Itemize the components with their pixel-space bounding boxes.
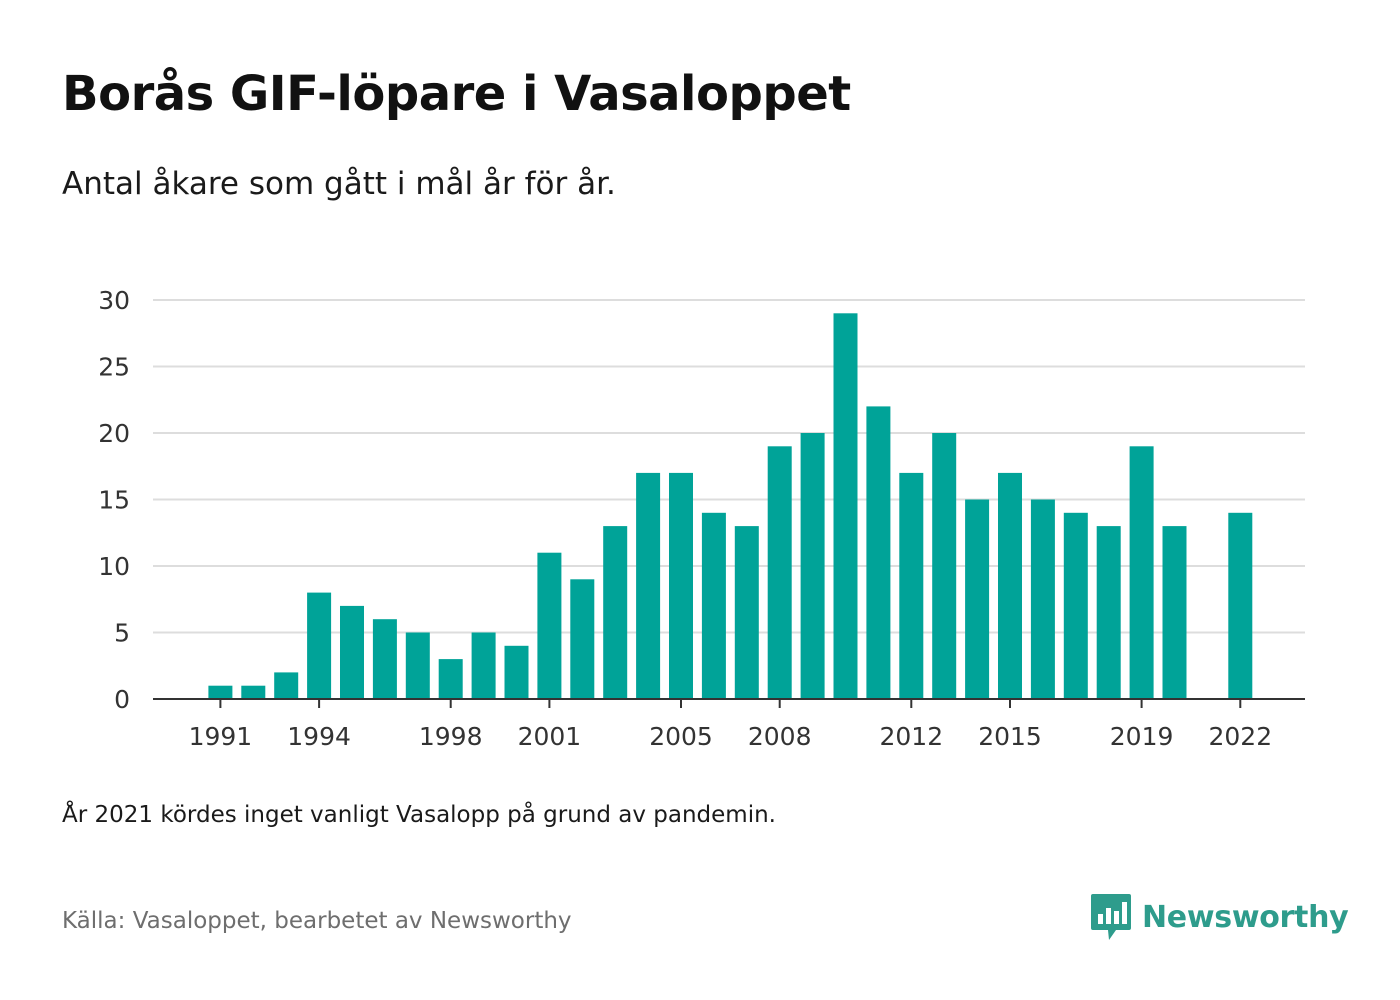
bar-1995 xyxy=(340,605,364,699)
y-tick-label: 0 xyxy=(114,685,130,714)
x-tick-label: 2008 xyxy=(748,722,812,751)
bar-2004 xyxy=(636,472,661,699)
bar-2007 xyxy=(734,526,759,699)
bar-2015 xyxy=(998,472,1022,699)
y-tick-label: 20 xyxy=(98,419,130,448)
y-tick-label: 5 xyxy=(114,619,130,648)
newsworthy-logo-icon xyxy=(1091,894,1131,940)
bar-2010 xyxy=(833,313,858,699)
bar-1999 xyxy=(471,632,496,699)
bar-2012 xyxy=(899,472,924,699)
x-tick-label: 2012 xyxy=(879,722,943,751)
bar-2003 xyxy=(603,526,628,699)
bar-2017 xyxy=(1063,512,1088,699)
x-tick-label: 1994 xyxy=(287,722,351,751)
x-tick-label: 2001 xyxy=(518,722,582,751)
y-tick-label: 30 xyxy=(98,286,130,315)
bar-1997 xyxy=(405,632,430,699)
bar-1998 xyxy=(438,659,463,699)
bar-2020 xyxy=(1162,526,1187,699)
bar-2013 xyxy=(932,433,957,699)
x-tick-label: 1998 xyxy=(419,722,483,751)
bar-1994 xyxy=(307,592,332,699)
bar-2018 xyxy=(1096,526,1121,699)
x-tick-label: 2022 xyxy=(1208,722,1272,751)
bar-2019 xyxy=(1129,446,1154,699)
y-tick-label: 15 xyxy=(98,486,130,515)
bar-1993 xyxy=(274,672,299,699)
chart-title: Borås GIF-löpare i Vasaloppet xyxy=(62,66,851,122)
brand-name: Newsworthy xyxy=(1142,899,1349,935)
bar-1991 xyxy=(208,685,233,699)
bar-2000 xyxy=(504,645,529,699)
bar-2008 xyxy=(767,446,792,699)
y-tick-label: 25 xyxy=(98,353,130,382)
bar-1992 xyxy=(241,685,266,699)
chart-note: År 2021 kördes inget vanligt Vasalopp på… xyxy=(62,802,776,828)
chart-subtitle: Antal åkare som gått i mål år för år. xyxy=(62,166,616,202)
bar-2002 xyxy=(570,579,595,699)
x-tick-label: 2019 xyxy=(1110,722,1174,751)
bar-2005 xyxy=(669,472,693,699)
bar-2011 xyxy=(866,406,891,699)
bar-2022 xyxy=(1228,512,1253,699)
axes: 0 5 10 15 20 25 30 1991 1994 1998 2001 2005 2008 2012… xyxy=(98,286,1305,751)
bar-2016 xyxy=(1030,499,1055,699)
bar-2001 xyxy=(537,552,562,699)
bars xyxy=(208,313,1253,699)
x-tick-label: 1991 xyxy=(189,722,253,751)
x-tick-label: 2015 xyxy=(978,722,1042,751)
bar-2006 xyxy=(701,512,726,699)
brand-logo: Newsworthy xyxy=(1090,892,1349,942)
x-tick-label: 2005 xyxy=(649,722,713,751)
bar-2009 xyxy=(800,433,825,699)
y-tick-label: 10 xyxy=(98,552,130,581)
bar-2014 xyxy=(965,499,990,699)
source-credit: Källa: Vasaloppet, bearbetet av Newswort… xyxy=(62,908,572,934)
bar-1996 xyxy=(372,619,397,699)
